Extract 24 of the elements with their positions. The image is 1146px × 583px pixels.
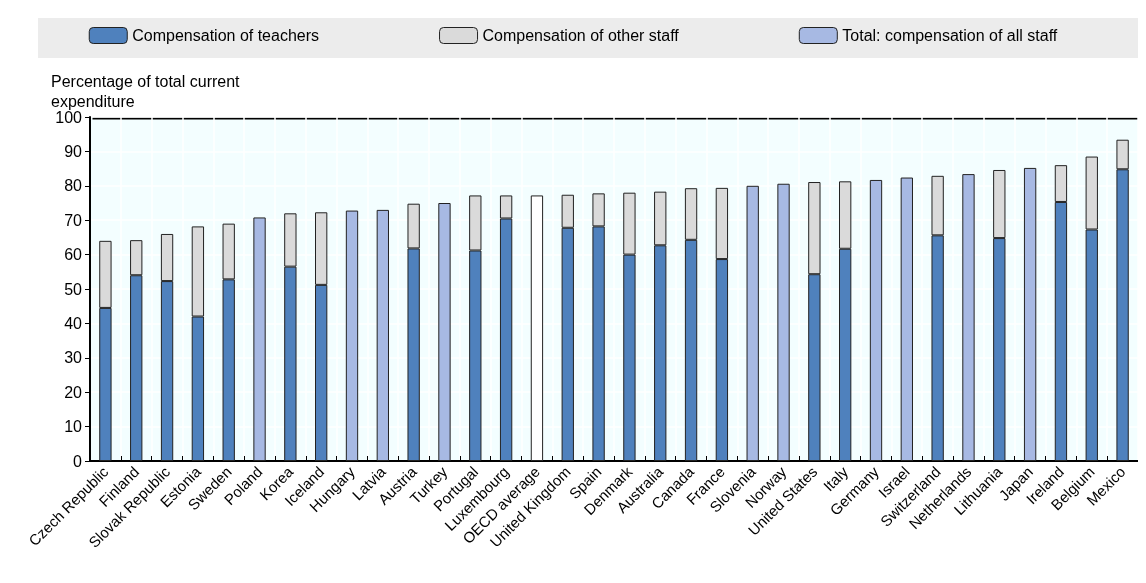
bar — [376, 209, 389, 461]
y-tick-label: 40 — [64, 314, 83, 332]
bar — [1023, 167, 1037, 461]
y-tick-label: 90 — [64, 142, 83, 160]
bar — [962, 174, 975, 461]
legend-label: Total: compensation of all staff — [842, 27, 1058, 44]
y-tick-label: 0 — [73, 452, 83, 470]
bar — [869, 179, 883, 461]
legend-label: Compensation of other staff — [482, 27, 680, 44]
y-tick-label: 10 — [64, 418, 83, 436]
bar — [746, 185, 759, 461]
y-axis-title: Percentage of total current expenditure — [51, 72, 241, 110]
bar — [253, 217, 266, 461]
y-tick-label: 50 — [64, 280, 83, 298]
bar — [777, 183, 790, 461]
bar — [900, 177, 913, 461]
y-tick-label: 30 — [64, 349, 83, 367]
y-tick-label: 80 — [64, 177, 83, 195]
y-tick-label: 20 — [64, 383, 83, 401]
bar — [345, 210, 359, 461]
y-tick-label: 70 — [64, 211, 83, 229]
legend-label: Compensation of teachers — [132, 27, 320, 44]
y-tick-label: 60 — [64, 246, 83, 264]
bar — [438, 203, 451, 461]
